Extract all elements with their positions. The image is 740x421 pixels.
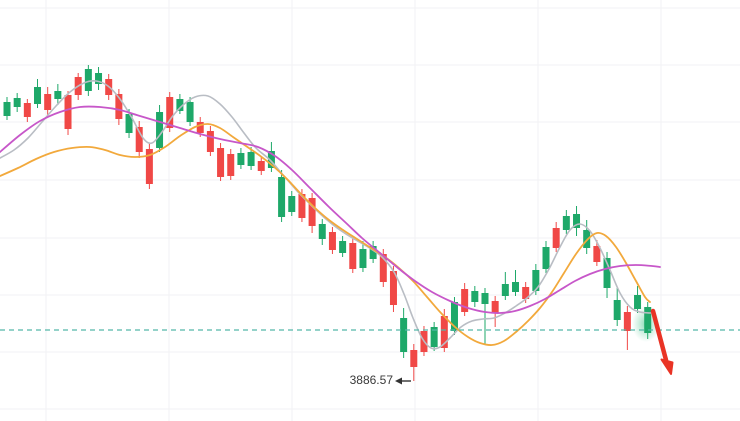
ma-mid-orange	[0, 123, 651, 346]
ma-slow-purple	[0, 105, 661, 314]
ma-fast-gray	[0, 80, 652, 350]
low-price-pointer	[395, 377, 411, 385]
down-trend-arrow	[650, 308, 674, 375]
candles-layer	[3, 65, 652, 381]
low-price-label: 3886.57	[349, 373, 393, 387]
